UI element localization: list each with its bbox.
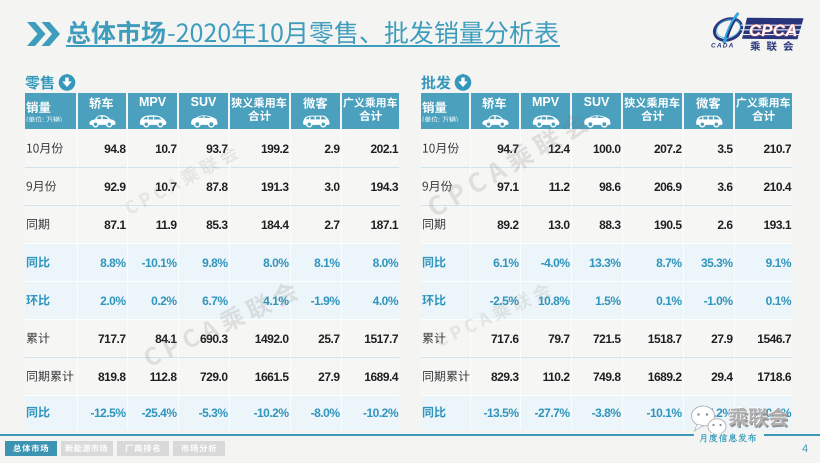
svg-text:CPCA: CPCA	[749, 22, 798, 40]
svg-text:CADA: CADA	[711, 43, 735, 50]
